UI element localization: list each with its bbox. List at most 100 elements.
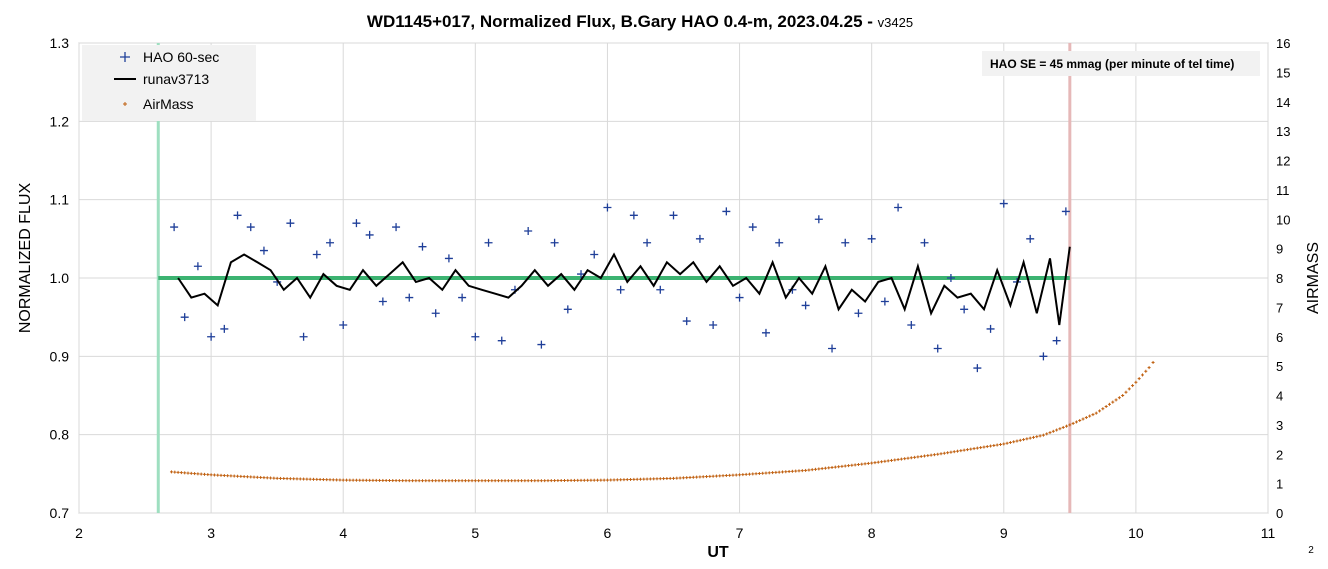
y2-tick-label: 16 — [1276, 36, 1290, 51]
flux-point — [471, 332, 480, 341]
y-tick-label: 0.7 — [50, 505, 70, 521]
flux-point — [207, 332, 216, 341]
flux-point — [748, 223, 757, 232]
flux-point — [801, 301, 810, 310]
flux-point — [946, 274, 955, 282]
legend-airmass-swatch — [123, 102, 127, 106]
flux-point — [828, 344, 837, 353]
flux-point — [180, 313, 189, 322]
flux-point — [894, 203, 903, 212]
flux-point — [233, 211, 242, 220]
flux-point — [497, 336, 506, 345]
flux-point — [854, 309, 863, 318]
y2-tick-label: 0 — [1276, 506, 1283, 521]
legend-items: HAO 60-sec runav3713 AirMass — [114, 49, 219, 112]
chart-title: WD1145+017, Normalized Flux, B.Gary HAO … — [367, 12, 913, 31]
chart-title-version: v3425 — [878, 15, 913, 30]
runav-series — [177, 246, 1071, 326]
flux-point — [920, 238, 929, 247]
x-tick-label: 9 — [1000, 525, 1008, 541]
annotation-background — [982, 51, 1260, 76]
x-tick-label: 7 — [736, 525, 744, 541]
flux-point — [709, 321, 718, 329]
flux-point — [550, 238, 559, 247]
flux-point — [577, 270, 586, 279]
y2-tick-label: 15 — [1276, 65, 1290, 80]
flux-point — [814, 215, 823, 224]
flux-point — [669, 211, 678, 220]
flux-point — [365, 230, 374, 239]
y2-tick-label: 9 — [1276, 242, 1283, 257]
flux-point — [841, 238, 850, 247]
y2-tick-label: 2 — [1276, 447, 1283, 462]
flux-point — [405, 293, 414, 302]
x-tick-label: 8 — [868, 525, 876, 541]
y2-tick-label: 5 — [1276, 359, 1283, 374]
y2-tick-label: 12 — [1276, 154, 1290, 169]
flux-point — [973, 364, 982, 373]
y2-tick-label: 4 — [1276, 389, 1283, 404]
y2-tick-label: 8 — [1276, 271, 1283, 286]
flux-point — [431, 309, 440, 318]
flux-series — [170, 199, 1070, 373]
annotation-box: HAO SE = 45 mmag (per minute of tel time… — [982, 51, 1260, 76]
flux-point — [616, 285, 625, 294]
flux-point — [761, 328, 770, 337]
flux-point — [1052, 336, 1061, 345]
flux-point — [933, 344, 942, 353]
flux-point — [418, 242, 427, 251]
flux-point — [537, 340, 546, 349]
flux-point — [867, 234, 876, 243]
y2-tick-label: 7 — [1276, 300, 1283, 315]
chart-title-main: WD1145+017, Normalized Flux, B.Gary HAO … — [367, 12, 878, 31]
flux-point — [1061, 207, 1070, 216]
flux-point — [312, 250, 321, 259]
flux-point — [695, 234, 704, 243]
y-tick-label: 1.3 — [50, 35, 70, 51]
annotation-text: HAO SE = 45 mmag (per minute of tel time… — [990, 57, 1234, 71]
x-tick-label: 10 — [1128, 525, 1144, 541]
flux-point — [444, 254, 453, 263]
flux-point — [259, 246, 268, 255]
y2-tick-label: 13 — [1276, 124, 1290, 139]
x-tick-label: 2 — [75, 525, 83, 541]
y2-tick-label: 6 — [1276, 330, 1283, 345]
flux-point — [629, 211, 638, 220]
legend-flux-label: HAO 60-sec — [143, 49, 219, 65]
x-tick-label: 6 — [604, 525, 612, 541]
flux-point — [590, 250, 599, 259]
flux-point — [299, 332, 308, 341]
flux-point — [193, 262, 202, 271]
legend-box — [82, 45, 256, 121]
flux-point — [378, 297, 387, 306]
flux-point — [1039, 352, 1048, 361]
flux-point — [682, 317, 691, 326]
flux-point — [484, 238, 493, 247]
legend-flux-swatch — [120, 52, 130, 62]
x-tick-label: 11 — [1261, 525, 1276, 541]
page-number: 2 — [1308, 545, 1314, 556]
y-tick-label: 1.1 — [50, 192, 70, 208]
flux-point — [986, 324, 995, 333]
flux-point — [880, 297, 889, 306]
x-tick-label: 5 — [471, 525, 479, 541]
legend-airmass-label: AirMass — [143, 96, 194, 112]
flux-point — [656, 285, 665, 294]
flux-point — [603, 203, 612, 212]
y-tick-label: 0.9 — [50, 348, 70, 364]
y-tick-label: 1.2 — [50, 113, 70, 129]
airmass-series — [169, 360, 1155, 483]
y2-axis-label: AIRMASS — [1305, 242, 1322, 314]
flux-point — [524, 227, 533, 235]
legend: HAO 60-sec runav3713 AirMass — [82, 45, 256, 121]
y2-tick-label: 3 — [1276, 418, 1283, 433]
flux-point — [246, 223, 255, 232]
runav-line — [177, 246, 1071, 326]
legend-runav-label: runav3713 — [143, 71, 209, 87]
x-axis-label: UT — [707, 544, 729, 561]
flux-point — [722, 207, 731, 216]
x-tick-labels: 2 3 4 5 6 7 8 9 10 11 — [75, 525, 1275, 541]
flux-point — [735, 293, 744, 302]
